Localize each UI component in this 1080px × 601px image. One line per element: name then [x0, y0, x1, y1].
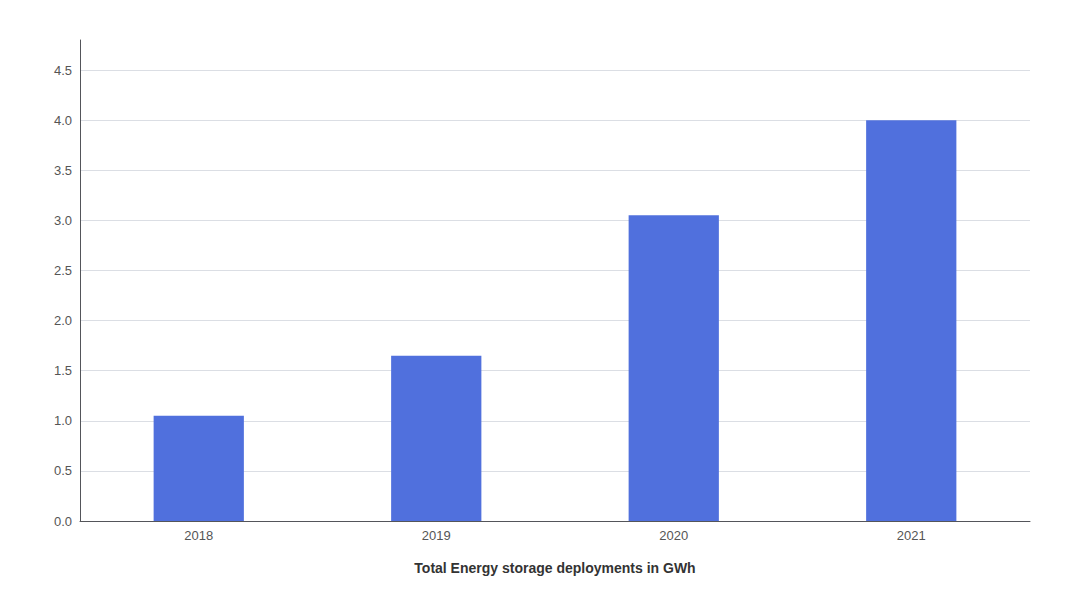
svg-text:2019: 2019 — [422, 528, 451, 543]
svg-text:0.5: 0.5 — [54, 463, 72, 478]
svg-text:Total Energy storage deploymen: Total Energy storage deployments in GWh — [414, 560, 695, 576]
svg-text:4.5: 4.5 — [54, 63, 72, 78]
svg-text:2.0: 2.0 — [54, 313, 72, 328]
svg-text:4.0: 4.0 — [54, 113, 72, 128]
svg-text:1.5: 1.5 — [54, 363, 72, 378]
svg-text:2020: 2020 — [659, 528, 688, 543]
svg-text:3.0: 3.0 — [54, 213, 72, 228]
svg-text:2018: 2018 — [184, 528, 213, 543]
svg-text:2.5: 2.5 — [54, 263, 72, 278]
svg-text:3.5: 3.5 — [54, 163, 72, 178]
svg-text:2021: 2021 — [897, 528, 926, 543]
svg-text:0.0: 0.0 — [54, 514, 72, 529]
svg-text:1.0: 1.0 — [54, 413, 72, 428]
